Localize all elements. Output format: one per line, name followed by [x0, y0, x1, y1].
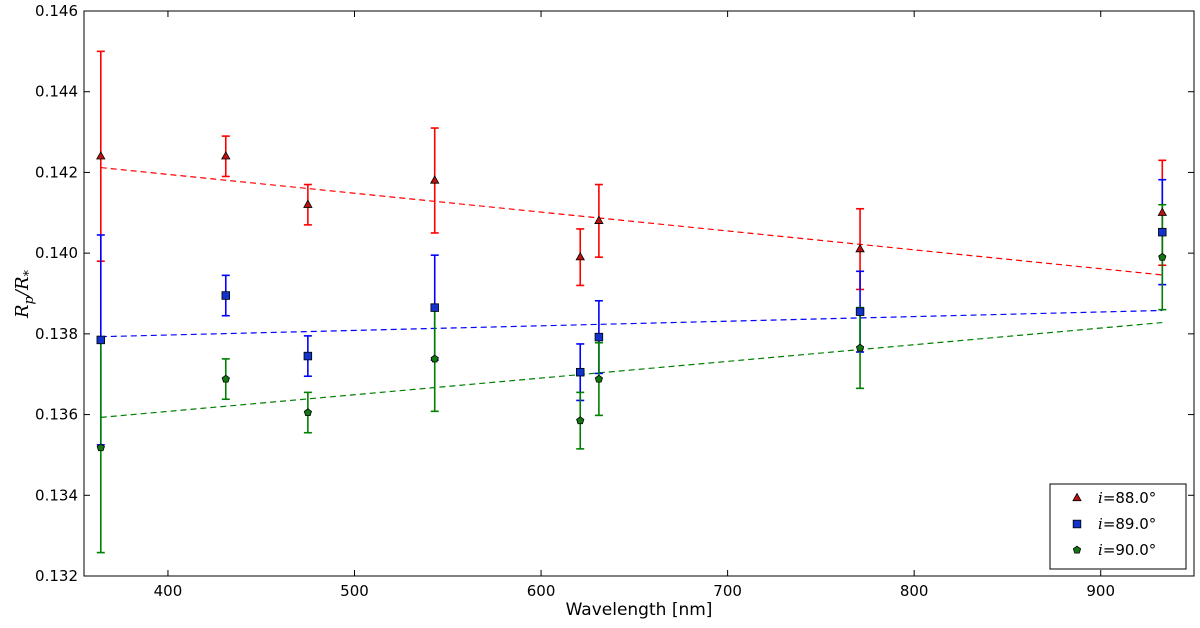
- data-point-3-5: [576, 416, 585, 425]
- svg-text:Rp/R*: Rp/R*: [12, 269, 37, 319]
- y-label-sub1: p: [22, 295, 37, 304]
- fit-line-3: [100, 321, 1163, 418]
- data-point-1-5: [575, 251, 585, 261]
- data-point-2-4: [430, 303, 439, 312]
- y-tick-label: 0.136: [35, 406, 78, 424]
- data-point-3-1: [96, 443, 105, 452]
- y-tick-label: 0.146: [35, 2, 78, 20]
- legend-value-1: =88.0°: [1103, 489, 1156, 507]
- data-point-1-3: [303, 199, 313, 208]
- y-tick-label: 0.144: [35, 83, 78, 101]
- data-point-2-6: [594, 332, 604, 342]
- legend: i=88.0°i=89.0°i=90.0°: [1049, 483, 1187, 570]
- y-axis-label: Rp/R*: [12, 269, 37, 319]
- y-tick-label: 0.142: [35, 163, 78, 181]
- data-point-2-8: [1158, 227, 1167, 237]
- x-tick-label: 500: [340, 582, 369, 600]
- fit-line-1: [100, 166, 1163, 276]
- x-tick-label: 800: [900, 582, 929, 600]
- data-point-1-4: [429, 175, 440, 184]
- data-point-2-5: [576, 367, 585, 377]
- data-point-2-7: [855, 307, 865, 316]
- legend-value-2: =89.0°: [1103, 515, 1156, 533]
- y-tick-label: 0.138: [35, 325, 78, 343]
- plot-layer: [96, 50, 1168, 554]
- data-point-3-7: [855, 343, 865, 352]
- data-point-1-7: [855, 243, 865, 253]
- data-point-1-8: [1157, 207, 1168, 216]
- data-point-3-3: [303, 408, 312, 417]
- legend-box: [1049, 483, 1187, 570]
- data-point-3-8: [1158, 252, 1167, 261]
- x-tick-label: 700: [713, 582, 742, 600]
- y-tick-label: 0.134: [35, 486, 78, 504]
- x-axis-label: Wavelength [nm]: [566, 600, 713, 620]
- x-tick-label: 600: [527, 582, 556, 600]
- legend-items: i=88.0°i=89.0°i=90.0°: [1072, 489, 1156, 559]
- plot-frame: [83, 10, 1195, 577]
- legend-var-3: i: [1098, 541, 1103, 559]
- x-tick-label: 400: [154, 582, 183, 600]
- ticks-layer: 400 500 600 700 800 900 0.132 0.134 0.136 0.138 0.…: [35, 2, 1194, 600]
- y-label-main: R: [12, 304, 33, 319]
- data-point-3-4: [430, 354, 439, 363]
- data-point-1-2: [221, 150, 231, 160]
- y-label-sep: /R: [12, 276, 33, 298]
- data-point-3-2: [221, 374, 230, 383]
- fit-line-2: [100, 309, 1163, 338]
- legend-label-2: i=89.0°: [1098, 515, 1156, 533]
- legend-value-3: =90.0°: [1103, 541, 1156, 559]
- y-tick-label: 0.132: [35, 567, 78, 585]
- legend-var-1: i: [1098, 489, 1103, 507]
- legend-label-1: i=88.0°: [1098, 489, 1156, 507]
- legend-marker-2: [1072, 519, 1082, 529]
- y-label-sub2: *: [22, 269, 37, 276]
- data-point-1-6: [594, 215, 604, 224]
- data-point-2-2: [221, 291, 231, 300]
- data-point-3-6: [594, 374, 604, 383]
- x-tick-label: 900: [1086, 582, 1115, 600]
- data-point-1-1: [96, 150, 106, 160]
- legend-marker-3: [1072, 545, 1082, 554]
- data-point-2-1: [96, 335, 106, 345]
- data-point-2-3: [303, 351, 313, 361]
- legend-label-3: i=90.0°: [1098, 541, 1156, 559]
- plot-area: [84, 11, 1194, 576]
- legend-var-2: i: [1098, 515, 1103, 533]
- legend-marker-1: [1072, 492, 1082, 502]
- y-tick-label: 0.140: [35, 244, 78, 262]
